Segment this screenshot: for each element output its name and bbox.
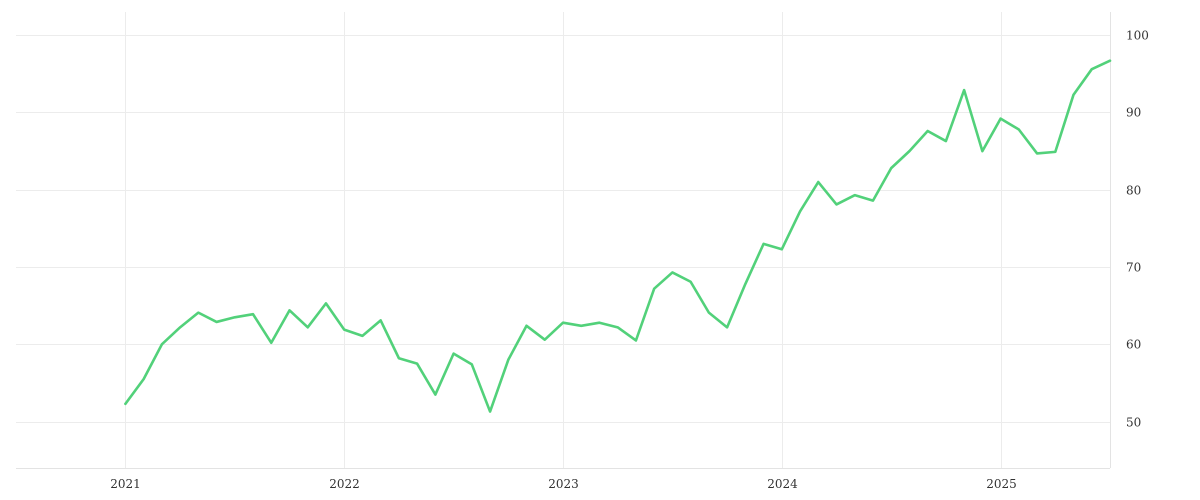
x-tick-label: 2025 xyxy=(986,477,1017,491)
series xyxy=(124,59,1112,413)
grid xyxy=(16,12,1110,468)
x-axis-ticks: 2021 2022 2023 2024 2025 xyxy=(110,477,1017,491)
y-tick-label: 80 xyxy=(1126,184,1141,198)
y-tick-label: 60 xyxy=(1126,338,1141,352)
x-tick-label: 2022 xyxy=(329,477,360,491)
y-tick-label: 90 xyxy=(1126,106,1141,120)
y-axis-ticks: 50 60 70 80 90 100 xyxy=(1126,29,1149,430)
y-tick-label: 100 xyxy=(1126,29,1149,43)
y-tick-label: 50 xyxy=(1126,416,1141,430)
x-tick-label: 2024 xyxy=(767,477,798,491)
y-tick-label: 70 xyxy=(1126,261,1141,275)
x-tick-label: 2023 xyxy=(548,477,579,491)
x-tick-label: 2021 xyxy=(110,477,141,491)
axes xyxy=(16,12,1111,469)
series-line xyxy=(124,59,1112,413)
